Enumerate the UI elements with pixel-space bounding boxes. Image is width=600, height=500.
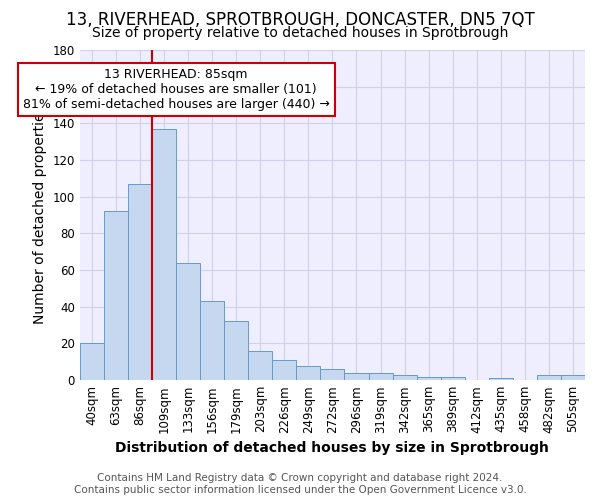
- Bar: [296, 366, 320, 380]
- Bar: [248, 351, 272, 380]
- Y-axis label: Number of detached properties: Number of detached properties: [33, 106, 47, 324]
- Text: Contains HM Land Registry data © Crown copyright and database right 2024.
Contai: Contains HM Land Registry data © Crown c…: [74, 474, 526, 495]
- Bar: [392, 374, 416, 380]
- Bar: [320, 369, 344, 380]
- Text: 13 RIVERHEAD: 85sqm
← 19% of detached houses are smaller (101)
81% of semi-detac: 13 RIVERHEAD: 85sqm ← 19% of detached ho…: [23, 68, 329, 112]
- Bar: [344, 373, 368, 380]
- X-axis label: Distribution of detached houses by size in Sprotbrough: Distribution of detached houses by size …: [115, 441, 550, 455]
- Bar: [80, 344, 104, 380]
- Bar: [272, 360, 296, 380]
- Bar: [489, 378, 513, 380]
- Bar: [104, 212, 128, 380]
- Bar: [128, 184, 152, 380]
- Text: 13, RIVERHEAD, SPROTBROUGH, DONCASTER, DN5 7QT: 13, RIVERHEAD, SPROTBROUGH, DONCASTER, D…: [65, 11, 535, 29]
- Bar: [224, 322, 248, 380]
- Bar: [176, 263, 200, 380]
- Bar: [200, 302, 224, 380]
- Bar: [368, 373, 392, 380]
- Bar: [152, 129, 176, 380]
- Bar: [537, 374, 561, 380]
- Bar: [561, 374, 585, 380]
- Bar: [440, 376, 465, 380]
- Bar: [416, 376, 440, 380]
- Text: Size of property relative to detached houses in Sprotbrough: Size of property relative to detached ho…: [92, 26, 508, 40]
